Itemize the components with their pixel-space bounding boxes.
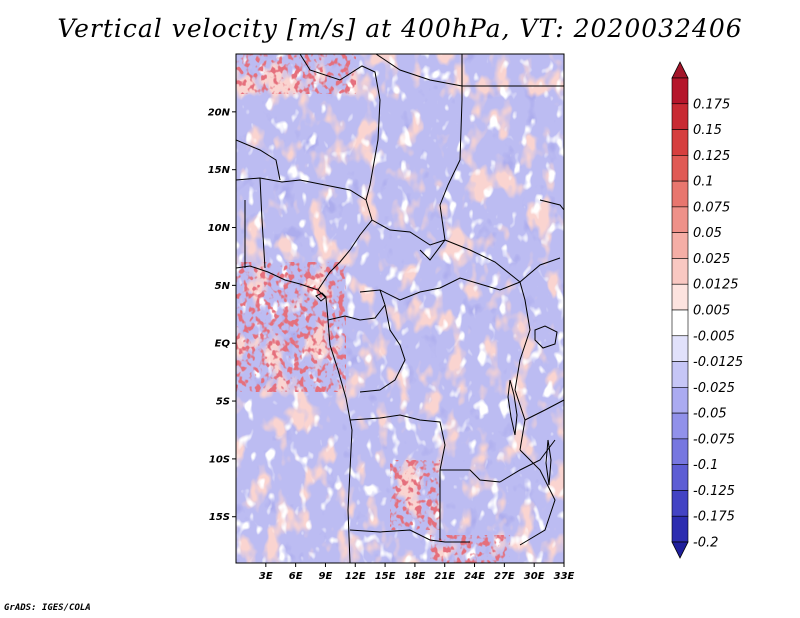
- colorbar-label: -0.05: [693, 407, 727, 422]
- map-frame: [235, 53, 565, 564]
- colorbar-segment: [671, 103, 689, 130]
- lon-tick-label: 18E: [405, 571, 426, 582]
- country-borders: [236, 54, 564, 563]
- lon-tick-label: 21E: [434, 571, 455, 582]
- colorbar-segment: [671, 438, 689, 465]
- border-angola-namibia: [349, 529, 470, 543]
- colorbar-label: 0.15: [693, 123, 722, 138]
- border-chad-sudan: [419, 54, 463, 261]
- grads-credit: GrADS: IGES/COLA: [4, 603, 91, 613]
- lat-tick-label: 10N: [208, 223, 231, 234]
- colorbar-label: -0.0125: [693, 355, 743, 370]
- lon-tick-label: 6E: [289, 571, 303, 582]
- colorbar-segment: [671, 387, 689, 414]
- border-sudan-ss: [444, 239, 561, 283]
- colorbar-segment: [671, 515, 689, 543]
- colorbar-bottom-arrow: [671, 541, 689, 559]
- colorbar-label: 0.05: [693, 226, 722, 241]
- lon-tick-label: 27E: [494, 571, 515, 582]
- colorbar-segment: [671, 258, 689, 285]
- lat-tick-label: 20N: [208, 107, 231, 118]
- lake-tanganyika: [507, 379, 518, 436]
- colorbar-segment: [671, 206, 689, 233]
- lon-tick-label: 12E: [345, 571, 366, 582]
- colorbar-label: -0.175: [693, 510, 735, 525]
- lat-tick-label: 5N: [215, 281, 231, 292]
- lon-tick-label: 30E: [524, 571, 545, 582]
- colorbar-segment: [671, 232, 689, 259]
- colorbar-segment: [671, 361, 689, 388]
- lake-malawi: [545, 439, 552, 486]
- lon-tick-label: 24E: [464, 571, 485, 582]
- colorbar-label: 0.075: [693, 200, 730, 215]
- lat-tick-label: EQ: [215, 339, 231, 350]
- border-tanzania: [524, 399, 564, 421]
- latitude-axis: 20N 15N 10N 5N EQ 5S 10S 15S: [208, 107, 236, 523]
- colorbar-label: 0.1: [693, 175, 714, 190]
- lon-tick-label: 33E: [554, 571, 575, 582]
- colorbar-label: 0.175: [693, 97, 730, 112]
- colorbar-label: -0.1: [693, 458, 718, 473]
- colorbar-label: 0.0125: [693, 278, 739, 293]
- colorbar-segment: [671, 180, 689, 208]
- colorbar-segment: [671, 155, 689, 182]
- colorbar-segment: [671, 412, 689, 440]
- border-chad-car: [371, 219, 446, 246]
- border-libya: [375, 54, 463, 87]
- colorbar-segment: [671, 490, 689, 517]
- colorbar-segment: [671, 309, 689, 337]
- colorbar-label: -0.005: [693, 329, 735, 344]
- colorbar-segment: [671, 283, 689, 311]
- border-drc-angola: [349, 414, 501, 483]
- border-niger-chad: [299, 54, 381, 201]
- velocity-field: [236, 54, 564, 563]
- lat-tick-label: 5S: [216, 397, 230, 408]
- colorbar-label: -0.125: [693, 484, 735, 499]
- border-mozambique: [519, 449, 556, 546]
- border-congo-drc: [359, 304, 406, 393]
- border-benin: [259, 177, 266, 269]
- colorbar-segment: [671, 129, 689, 156]
- colorbar-label: 0.005: [693, 304, 730, 319]
- longitude-axis: 3E 6E 9E 12E 15E 18E 21E 24E 27E 30E 33E: [259, 563, 575, 582]
- lat-tick-label: 15N: [208, 165, 231, 176]
- colorbar-top-arrow: [671, 61, 689, 79]
- lon-tick-label: 3E: [259, 571, 273, 582]
- colorbar-segment: [671, 77, 689, 105]
- colorbar-label: -0.025: [693, 381, 735, 396]
- border-cameroon-congo: [327, 289, 386, 321]
- colorbar: 0.175 0.15 0.125 0.1 0.075 0.05 0.025 0.0125 0.0…: [671, 61, 743, 559]
- lon-tick-label: 9E: [319, 571, 333, 582]
- colorbar-label: -0.2: [693, 536, 718, 551]
- lat-tick-label: 15S: [209, 512, 230, 523]
- nile-ethiopia-border: [539, 199, 564, 211]
- colorbar-label: -0.075: [693, 432, 735, 447]
- colorbar-segment: [671, 464, 689, 491]
- colorbar-segment: [671, 335, 689, 362]
- colorbar-label: 0.025: [693, 252, 730, 267]
- lat-tick-label: 10S: [209, 454, 230, 465]
- lake-victoria: [534, 325, 558, 349]
- bioko-island: [315, 292, 327, 302]
- map-title: Vertical velocity [m/s] at 400hPa, VT: 2…: [57, 14, 743, 43]
- border-car-drc: [359, 277, 521, 301]
- lon-tick-label: 15E: [375, 571, 396, 582]
- border-mali-niger: [236, 139, 281, 181]
- colorbar-label: 0.125: [693, 149, 730, 164]
